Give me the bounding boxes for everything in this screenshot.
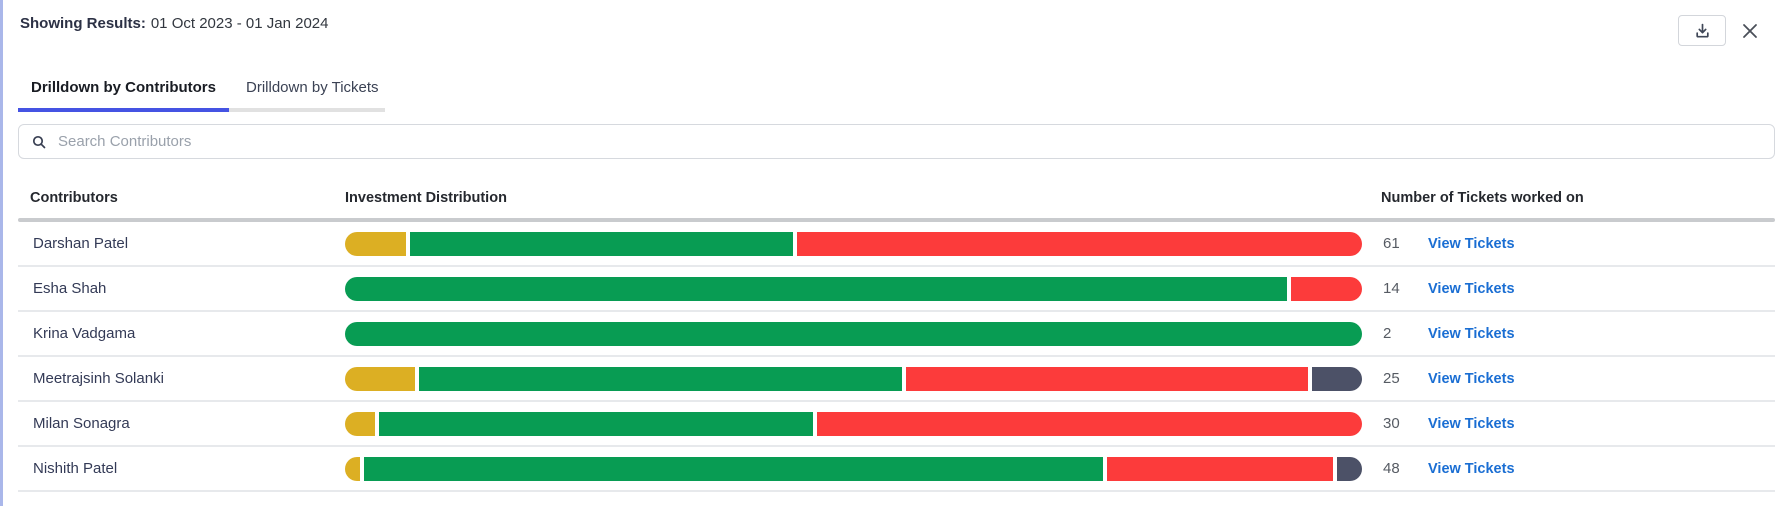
- close-icon[interactable]: [1740, 21, 1760, 41]
- contributor-name: Esha Shah: [33, 280, 107, 297]
- bar-segment-gold: [345, 231, 406, 256]
- bar-segment-green: [345, 321, 1362, 346]
- table-row: Krina Vadgama 2 View Tickets: [18, 312, 1775, 357]
- bar-segment-red: [1106, 456, 1333, 481]
- bar-segment-red: [796, 231, 1363, 256]
- download-button[interactable]: [1678, 15, 1726, 46]
- col-header-investment-distribution: Investment Distribution: [345, 190, 507, 206]
- tickets-count: 48: [1383, 460, 1400, 477]
- download-icon: [1694, 22, 1711, 39]
- table-header-row: Contributors Investment Distribution Num…: [18, 178, 1775, 218]
- view-tickets-link[interactable]: View Tickets: [1428, 280, 1515, 297]
- tickets-count: 14: [1383, 280, 1400, 297]
- search-bar[interactable]: [18, 124, 1775, 159]
- showing-results-title: Showing Results: 01 Oct 2023 - 01 Jan 202…: [20, 15, 328, 32]
- tickets-count: 2: [1383, 325, 1392, 342]
- view-tickets-link[interactable]: View Tickets: [1428, 235, 1515, 252]
- contributor-name: Krina Vadgama: [33, 325, 136, 342]
- contributors-table: Contributors Investment Distribution Num…: [18, 178, 1775, 492]
- bar-segment-green: [379, 411, 814, 436]
- bar-segment-slate: [1311, 366, 1362, 391]
- investment-bar: [345, 231, 1363, 256]
- panel-left-edge: [0, 0, 3, 506]
- view-tickets-link[interactable]: View Tickets: [1428, 460, 1515, 477]
- panel-actions: [1678, 15, 1760, 46]
- table-row: Darshan Patel 61 View Tickets: [18, 222, 1775, 267]
- contributor-name: Meetrajsinh Solanki: [33, 370, 164, 387]
- col-header-contributors: Contributors: [30, 190, 118, 206]
- showing-results-range: 01 Oct 2023 - 01 Jan 2024: [150, 15, 329, 32]
- contributor-name: Milan Sonagra: [33, 415, 130, 432]
- tickets-count: 25: [1383, 370, 1400, 387]
- tickets-count: 61: [1383, 235, 1400, 252]
- bar-segment-red: [817, 411, 1362, 436]
- bar-segment-green: [345, 276, 1288, 301]
- tab-drilldown-by-tickets[interactable]: Drilldown by Tickets: [229, 68, 385, 112]
- investment-bar: [345, 366, 1362, 391]
- bar-segment-gold: [345, 366, 416, 391]
- col-header-number-of-tickets: Number of Tickets worked on: [1381, 190, 1584, 206]
- bar-segment-slate: [1336, 456, 1362, 481]
- table-row: Nishith Patel 48 View Tickets: [18, 447, 1775, 492]
- table-row: Meetrajsinh Solanki 25 View Tickets: [18, 357, 1775, 402]
- investment-bar: [345, 411, 1362, 436]
- showing-results-label: Showing Results:: [20, 15, 146, 32]
- tickets-count: 30: [1383, 415, 1400, 432]
- bar-segment-green: [409, 231, 793, 256]
- bar-segment-red: [1291, 276, 1362, 301]
- investment-bar: [345, 276, 1362, 301]
- bar-segment-gold: [345, 456, 361, 481]
- view-tickets-link[interactable]: View Tickets: [1428, 415, 1515, 432]
- table-row: Milan Sonagra 30 View Tickets: [18, 402, 1775, 447]
- view-tickets-link[interactable]: View Tickets: [1428, 370, 1515, 387]
- search-input[interactable]: [56, 132, 1762, 151]
- bar-segment-green: [364, 456, 1103, 481]
- contributor-name: Nishith Patel: [33, 460, 118, 477]
- investment-bar: [345, 321, 1362, 346]
- table-rows: Darshan Patel 61 View Tickets Esha Shah …: [18, 222, 1775, 492]
- bar-segment-gold: [345, 411, 376, 436]
- bar-segment-green: [419, 366, 902, 391]
- table-row: Esha Shah 14 View Tickets: [18, 267, 1775, 312]
- investment-bar: [345, 456, 1362, 481]
- search-icon: [31, 134, 47, 150]
- view-tickets-link[interactable]: View Tickets: [1428, 325, 1515, 342]
- drilldown-tabs: Drilldown by Contributors Drilldown by T…: [18, 68, 385, 112]
- tab-drilldown-by-contributors[interactable]: Drilldown by Contributors: [18, 68, 229, 112]
- contributor-name: Darshan Patel: [33, 235, 129, 252]
- bar-segment-red: [905, 366, 1308, 391]
- table-header-divider: [18, 218, 1775, 222]
